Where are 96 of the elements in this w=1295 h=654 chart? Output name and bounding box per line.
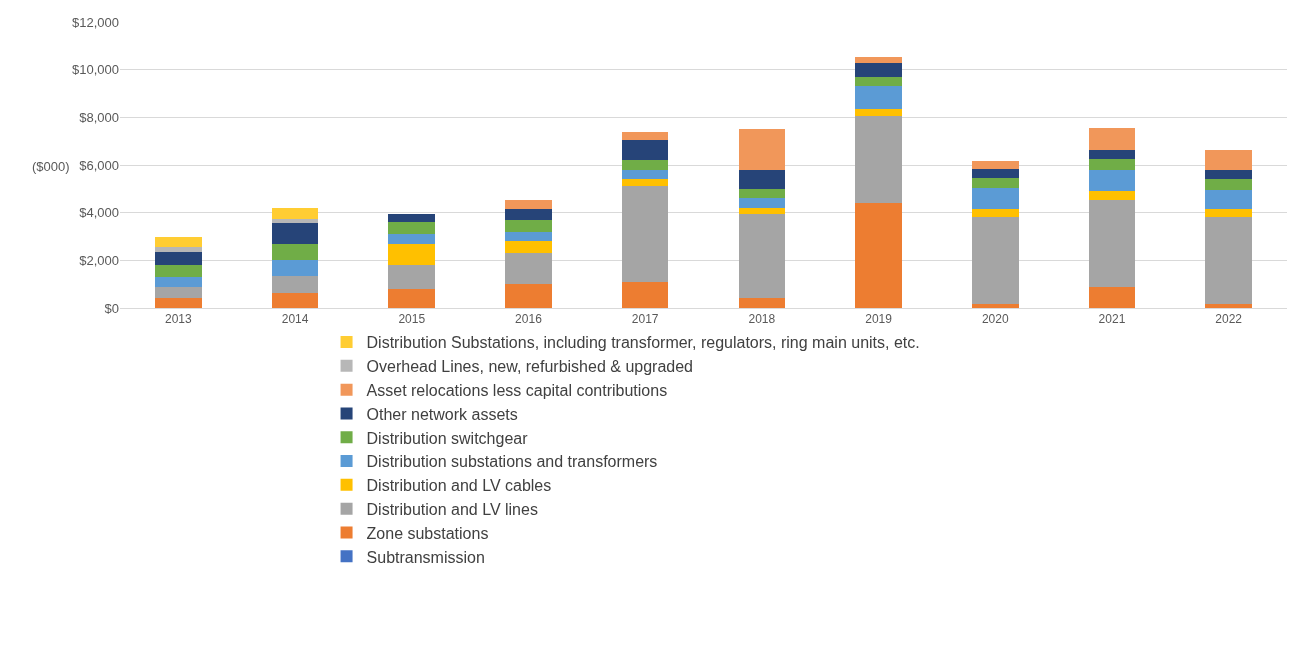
x-tick-label: 2018 <box>748 312 776 327</box>
bar <box>855 86 902 109</box>
bar <box>388 234 436 244</box>
bar <box>155 247 202 252</box>
legend-label: Subtransmission <box>366 548 485 566</box>
bar <box>505 253 552 285</box>
bar <box>1205 190 1252 210</box>
bar <box>505 219 552 232</box>
bar <box>971 178 1019 188</box>
bar <box>621 160 669 170</box>
y-tick-label: $0 <box>104 300 119 316</box>
bar <box>155 298 202 308</box>
bar <box>1205 304 1252 308</box>
legend-label: Distribution switchgear <box>366 429 529 447</box>
bar <box>505 284 552 308</box>
bar <box>855 56 902 63</box>
bar <box>388 222 436 235</box>
bar <box>1088 286 1136 308</box>
bar <box>855 108 902 117</box>
bar <box>388 288 436 308</box>
bar <box>1088 191 1136 200</box>
bar <box>855 116 902 204</box>
bar <box>388 243 436 266</box>
bar <box>971 217 1019 305</box>
bar <box>971 161 1019 169</box>
x-tick-label: 2022 <box>1215 312 1243 327</box>
x-tick-label: 2020 <box>981 312 1009 327</box>
bar <box>505 199 552 210</box>
bar <box>1205 209 1252 218</box>
bar <box>505 231 552 242</box>
y-tick-label: $2,000 <box>79 252 119 268</box>
bar <box>1088 159 1136 170</box>
bar <box>155 251 202 266</box>
bar <box>971 168 1019 179</box>
bar <box>621 281 669 308</box>
y-tick-label: $10,000 <box>72 62 119 78</box>
y-tick-label: $8,000 <box>79 109 119 125</box>
x-tick-label: 2014 <box>281 312 309 327</box>
bar <box>971 304 1019 308</box>
y-tick-label: $4,000 <box>79 205 119 221</box>
x-tick-label: 2016 <box>515 312 543 327</box>
bar <box>738 198 786 208</box>
bar <box>1205 179 1252 191</box>
legend-label: Distribution Substations, including transformer, regulators, ring main units, etc. <box>366 334 920 352</box>
bar <box>971 209 1019 218</box>
bar <box>738 207 786 214</box>
bar <box>1205 217 1252 305</box>
bar <box>738 169 786 189</box>
legend-label: Other network assets <box>366 405 518 423</box>
bar <box>505 209 552 220</box>
bar <box>1205 169 1252 180</box>
legend-label: Distribution and LV cables <box>366 477 552 495</box>
bar <box>738 188 786 199</box>
bar <box>855 203 902 308</box>
bar <box>271 260 319 276</box>
bar <box>155 286 202 299</box>
bar <box>738 298 786 308</box>
bar <box>971 187 1019 210</box>
bar <box>738 129 786 170</box>
bar <box>1205 149 1252 170</box>
y-axis-title: ($000) <box>32 159 70 174</box>
y-tick-label: $12,000 <box>72 14 119 30</box>
legend-label: Zone substations <box>366 524 489 542</box>
bar <box>271 223 319 244</box>
bar <box>155 265 202 278</box>
bar <box>1088 169 1136 192</box>
bar <box>1088 128 1136 150</box>
legend-label: Distribution and LV lines <box>366 500 538 518</box>
bar <box>621 179 669 187</box>
x-tick-label: 2019 <box>865 312 893 327</box>
bar <box>388 213 436 223</box>
legend-label: Overhead Lines, new, refurbished & upgraded <box>366 358 693 376</box>
bar <box>155 277 202 287</box>
bar <box>271 207 319 219</box>
x-tick-label: 2021 <box>1098 312 1126 327</box>
bar <box>621 186 669 282</box>
bar <box>738 213 786 299</box>
y-tick-label: $6,000 <box>79 157 119 173</box>
bar <box>155 236 202 248</box>
bar <box>855 76 902 87</box>
x-tick-label: 2015 <box>398 312 426 327</box>
x-tick-label: 2017 <box>631 312 659 327</box>
bar <box>1088 199 1136 287</box>
bar <box>855 62 902 77</box>
bar <box>271 292 319 308</box>
bar <box>271 275 319 293</box>
legend-label: Distribution substations and transformers <box>366 453 658 471</box>
bar <box>505 241 552 254</box>
bar <box>388 265 436 289</box>
bar <box>621 169 669 180</box>
bar <box>621 139 669 161</box>
x-tick-label: 2013 <box>165 312 193 327</box>
bar <box>621 131 669 140</box>
bar <box>1088 149 1136 160</box>
bar <box>271 243 319 261</box>
legend-label: Asset relocations less capital contributions <box>366 381 668 399</box>
